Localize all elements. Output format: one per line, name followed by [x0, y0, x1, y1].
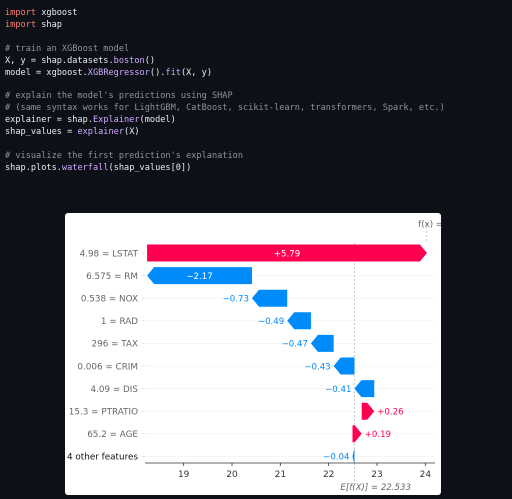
waterfall-bar-value: −0.49 — [258, 317, 284, 327]
output-value-label: f(x) = 24.019 — [418, 220, 441, 230]
waterfall-bar-value: −0.04 — [323, 453, 349, 463]
waterfall-bar-value: −0.73 — [223, 295, 249, 305]
code-line: import xgboost — [5, 8, 77, 18]
feature-label: 0.538 = NOX — [81, 295, 138, 305]
x-tick-label: 21 — [275, 470, 286, 480]
waterfall-bar — [352, 425, 362, 443]
code-token: shap_values = — [5, 127, 78, 138]
code-token: (X, y) — [180, 67, 212, 78]
waterfall-bar — [354, 380, 375, 398]
feature-label: 65.2 = AGE — [87, 430, 138, 440]
waterfall-plot-card: +5.79 4.98 = LSTAT −2.17 6.575 = RM −0.73 0.5… — [65, 213, 476, 495]
waterfall-bar-value: +0.19 — [365, 430, 391, 440]
code-line: shap.plots.waterfall(shap_values[0]) — [5, 163, 191, 173]
code-token: explainer — [77, 127, 125, 138]
waterfall-bar — [352, 447, 355, 465]
code-token: # explain the model's predictions using … — [5, 91, 233, 102]
x-tick-label: 24 — [420, 470, 432, 480]
code-token: import — [5, 8, 37, 18]
code-token: (model) — [139, 115, 176, 126]
code-line: explainer = shap.Explainer(model) — [5, 115, 176, 125]
code-line: model = xgboost.XGBRegressor().fit(X, y) — [5, 68, 212, 78]
waterfall-bar-value: +5.79 — [274, 249, 300, 259]
code-token: boston — [113, 55, 145, 66]
code-line: # (same syntax works for LightGBM, CatBo… — [5, 103, 445, 113]
feature-label: 4.09 = DIS — [90, 385, 138, 395]
code-token: shap — [36, 19, 62, 30]
feature-label: 1 = RAD — [101, 317, 138, 327]
code-line: # visualize the first prediction's expla… — [5, 151, 243, 161]
code-line: shap_values = explainer(X) — [5, 127, 140, 137]
x-tick-label: 19 — [178, 470, 190, 480]
feature-label: 6.575 = RM — [86, 272, 138, 282]
code-line: X, y = shap.datasets.boston() — [5, 56, 155, 66]
code-token: fit — [165, 67, 181, 78]
waterfall-bar — [147, 267, 252, 285]
code-token: explainer = shap. — [5, 115, 93, 126]
feature-label: 4.98 = LSTAT — [80, 249, 139, 259]
code-token: waterfall — [61, 162, 109, 173]
waterfall-bar — [287, 312, 311, 330]
waterfall-bar-value: −0.43 — [304, 362, 330, 372]
code-token: model = xgboost. — [5, 67, 88, 78]
x-tick-label: 20 — [226, 470, 238, 480]
code-token: (shap_values[0]) — [108, 162, 192, 173]
code-token: import — [5, 19, 37, 30]
x-tick-label: 23 — [371, 470, 382, 480]
waterfall-chart: +5.79 4.98 = LSTAT −2.17 6.575 = RM −0.73 0.5… — [67, 220, 476, 493]
base-value-label: E[f(X)] = 22.533 — [340, 483, 411, 493]
waterfall-bar — [361, 402, 375, 420]
waterfall-bar-value: −0.47 — [282, 340, 308, 350]
code-text: import xgboost import shap # train an XG… — [0, 0, 512, 175]
code-token: Explainer — [92, 115, 140, 126]
code-token: (). — [149, 67, 166, 78]
code-line: # explain the model's predictions using … — [5, 91, 233, 101]
waterfall-bar — [310, 334, 334, 352]
code-line: # train an XGBoost model — [5, 44, 129, 54]
code-token: XGBRegressor — [87, 67, 150, 78]
x-tick-label: 22 — [323, 470, 334, 480]
code-token: () — [144, 55, 156, 66]
feature-label: 296 = TAX — [92, 340, 139, 350]
other-features-label: 4 other features — [67, 453, 138, 463]
waterfall-bar-value: −2.17 — [186, 272, 212, 282]
waterfall-bar-value: +0.26 — [377, 408, 403, 418]
code-token: # train an XGBoost model — [5, 43, 130, 54]
waterfall-bar — [251, 289, 288, 307]
code-token: # (same syntax works for LightGBM, CatBo… — [5, 103, 445, 114]
feature-label: 0.006 = CRIM — [77, 362, 138, 372]
code-token: # visualize the first prediction's expla… — [5, 150, 243, 161]
feature-label: 15.3 = PTRATIO — [69, 408, 138, 418]
code-token: X, y = shap.datasets. — [5, 55, 114, 66]
waterfall-bar-value: −0.41 — [325, 385, 351, 395]
waterfall-bar — [147, 244, 427, 262]
code-token: shap.plots. — [5, 162, 62, 173]
code-line: import shap — [5, 20, 62, 30]
code-token: xgboost — [36, 8, 78, 18]
waterfall-bar — [333, 357, 355, 375]
code-block: import xgboost import shap # train an XG… — [0, 0, 512, 205]
code-token: (X) — [124, 127, 140, 138]
